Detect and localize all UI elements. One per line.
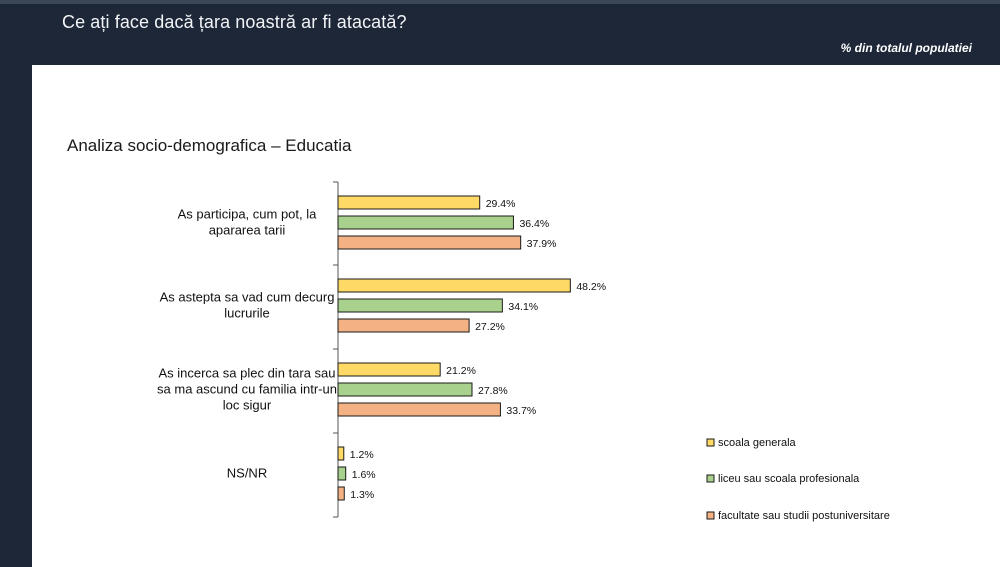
top-border (0, 0, 1000, 4)
category-label: NS/NR (227, 466, 267, 481)
category-label: As astepta sa vad cum decurg (160, 290, 335, 305)
bar (337, 278, 571, 293)
bar (337, 362, 441, 377)
data-label: 34.1% (508, 301, 538, 313)
category-label: As participa, cum pot, la (178, 207, 317, 222)
legend-label: scoala generala (718, 437, 797, 449)
category-label: sa ma ascund cu familia intr-un (157, 382, 337, 397)
legend: scoala generala liceu sau scoala profesio… (706, 437, 890, 522)
legend-swatch (706, 511, 715, 520)
bar (337, 298, 503, 313)
data-label: 21.2% (446, 365, 476, 377)
bar (337, 235, 522, 250)
bar (337, 195, 481, 210)
bar (337, 486, 345, 501)
legend-swatch (706, 438, 715, 447)
data-label: 27.2% (475, 321, 505, 333)
data-label: 33.7% (506, 405, 536, 417)
legend-swatch (706, 474, 715, 483)
chart-title: Analiza socio-demografica – Educatia (67, 136, 352, 155)
bar (337, 466, 347, 481)
bars-layer (337, 195, 571, 501)
data-label: 48.2% (576, 281, 606, 293)
legend-label: liceu sau scoala profesionala (718, 473, 860, 485)
legend-label: facultate sau studii postuniversitare (718, 510, 890, 522)
slide-title: Ce ați face dacă țara noastră ar fi atac… (62, 12, 407, 32)
axis-layer (333, 181, 339, 518)
category-label: loc sigur (223, 398, 272, 413)
chart-panel: Analiza socio-demografica – Educatia As … (32, 65, 1000, 567)
population-note: % din totalul populatiei (840, 41, 972, 55)
category-label: lucrurile (224, 306, 270, 321)
data-label: 29.4% (486, 198, 516, 210)
data-label: 27.8% (478, 385, 508, 397)
bar (337, 318, 470, 333)
data-label: 37.9% (527, 238, 557, 250)
category-label: As incerca sa plec din tara sau (158, 366, 335, 381)
data-label: 1.2% (350, 449, 374, 461)
data-label: 1.6% (352, 469, 376, 481)
bar (337, 402, 501, 417)
bar (337, 215, 514, 230)
category-label: apararea tarii (209, 223, 286, 238)
data-label: 36.4% (519, 218, 549, 230)
bar (337, 382, 473, 397)
bar (337, 446, 345, 461)
data-label: 1.3% (350, 489, 374, 501)
bar-chart: Analiza socio-demografica – Educatia As … (67, 136, 890, 522)
